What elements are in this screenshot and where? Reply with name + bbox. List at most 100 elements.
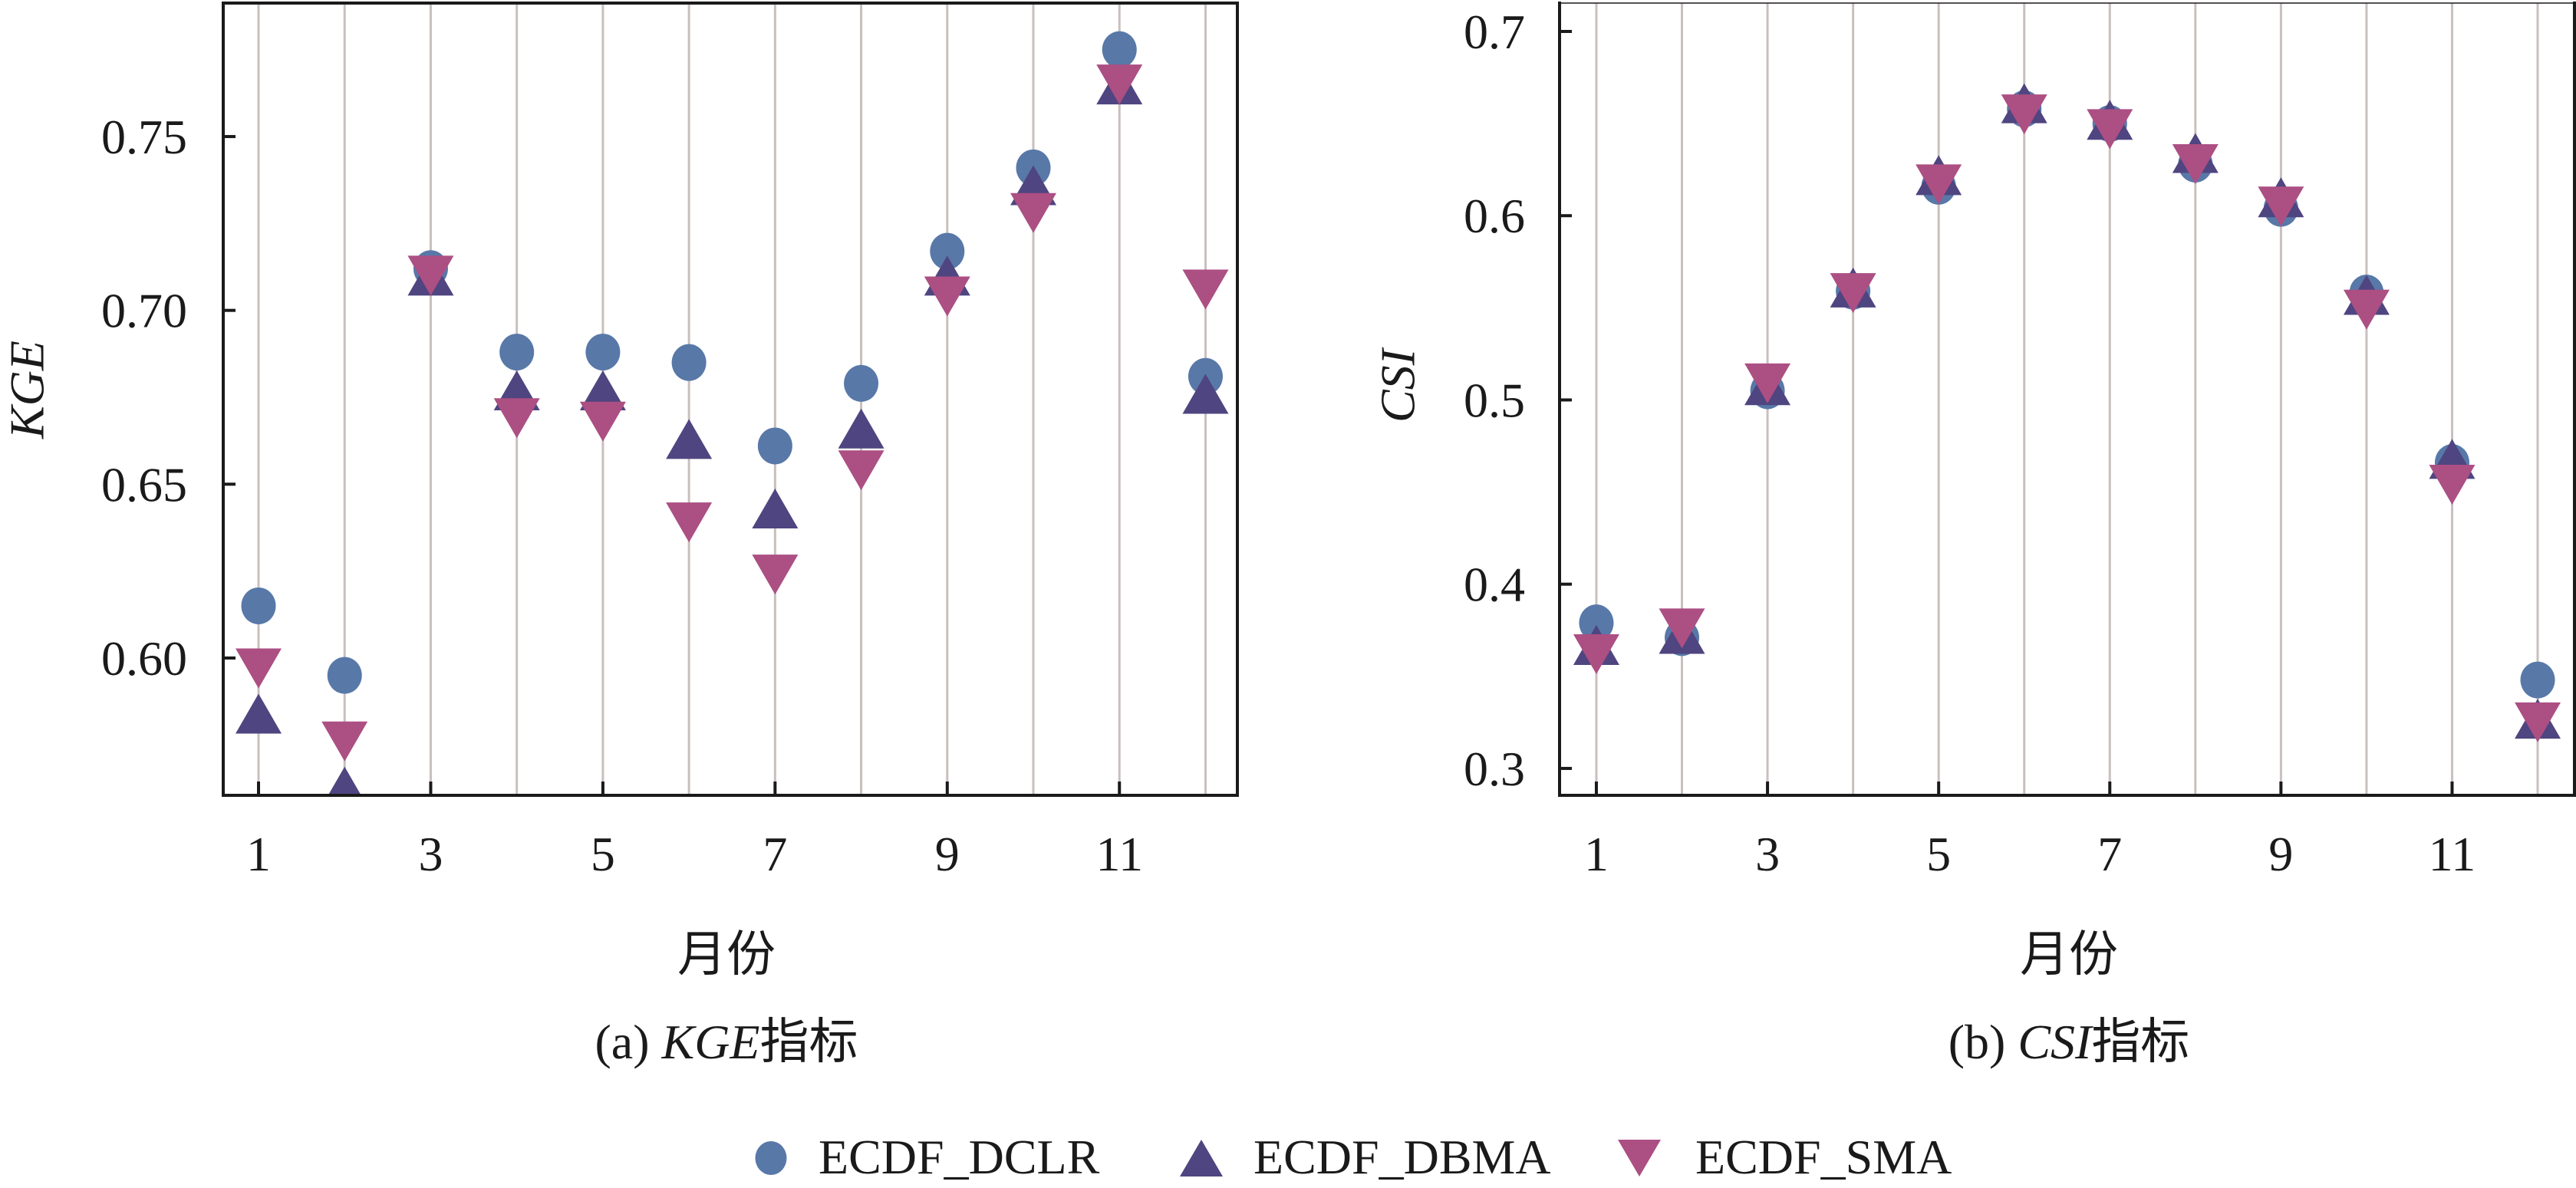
caption-prefix: (b): [1948, 1015, 2018, 1069]
data-point-ecdf-sma: [2001, 94, 2047, 135]
data-point-ecdf-sma: [752, 555, 799, 595]
axes-frame: [1558, 2, 2576, 797]
data-point-ecdf-sma: [2343, 289, 2390, 330]
legend-marker-triangle-up-icon: [1180, 1140, 1223, 1176]
panel-caption: (b) CSI指标: [1948, 1015, 2190, 1069]
series-ecdf-dbma: [1573, 83, 2561, 739]
gridlines: [257, 3, 1207, 795]
caption-prefix: (a): [595, 1015, 661, 1069]
caption-suffix: 指标: [760, 1015, 858, 1069]
data-point-ecdf-dbma: [236, 693, 282, 734]
x-tick-label: 9: [935, 827, 960, 881]
data-point-ecdf-sma: [2258, 186, 2304, 227]
data-point-ecdf-sma: [1573, 633, 1619, 674]
data-point-ecdf-sma: [838, 450, 884, 491]
y-axis-label: KGE: [0, 341, 54, 439]
data-point-ecdf-dclr: [499, 334, 535, 371]
data-point-ecdf-dclr: [1579, 604, 1614, 642]
x-tick-label: 11: [1095, 827, 1143, 881]
series-ecdf-sma: [1573, 94, 2561, 742]
data-point-ecdf-dclr: [241, 587, 276, 624]
x-axis-label: 月份: [677, 927, 776, 982]
legend-item-ecdf-dclr: ECDF_DCLR: [755, 1130, 1100, 1184]
x-axis-label: 月份: [2020, 927, 2118, 982]
x-tick-label: 5: [591, 827, 615, 881]
y-tick-label: 0.75: [101, 110, 187, 164]
data-point-ecdf-dbma: [666, 419, 713, 459]
data-points: [1573, 83, 2561, 742]
gridlines: [1595, 3, 2539, 795]
legend-item-ecdf-dbma: ECDF_DBMA: [1180, 1130, 1551, 1184]
x-tick-label: 1: [1584, 827, 1609, 881]
data-points: [236, 31, 1229, 795]
data-point-ecdf-dbma: [328, 766, 361, 795]
axes-frame: [222, 2, 1239, 797]
data-point-ecdf-sma: [2172, 143, 2219, 184]
y-tick-label: 0.60: [101, 631, 187, 686]
series-ecdf-dclr: [1579, 90, 2555, 699]
y-tick-label: 0.7: [1464, 5, 1525, 59]
data-point-ecdf-sma: [1744, 363, 1791, 403]
data-point-ecdf-sma: [666, 502, 713, 543]
data-point-ecdf-dclr: [2520, 661, 2555, 699]
data-point-ecdf-dbma: [1182, 374, 1229, 414]
data-point-ecdf-sma: [1010, 193, 1057, 233]
data-point-ecdf-sma: [1096, 64, 1143, 105]
legend-marker-triangle-down-icon: [1618, 1140, 1661, 1176]
y-tick-label: 0.70: [101, 284, 187, 338]
y-axis-label: CSI: [1371, 347, 1425, 423]
x-tick-label: 1: [246, 827, 271, 881]
x-tick-label: 3: [418, 827, 443, 881]
caption-suffix: 指标: [2091, 1015, 2189, 1069]
data-point-ecdf-sma: [1659, 608, 1705, 649]
data-point-ecdf-dbma: [838, 408, 884, 449]
data-point-ecdf-dclr: [671, 344, 707, 381]
y-tick-label: 0.5: [1464, 373, 1525, 427]
series-ecdf-dbma: [236, 64, 1229, 795]
data-point-ecdf-dclr: [757, 427, 792, 465]
data-point-ecdf-sma: [1182, 269, 1229, 310]
x-tick-label: 7: [763, 827, 787, 881]
data-point-ecdf-dclr: [844, 364, 879, 402]
x-tick-label: 11: [2429, 827, 2476, 881]
panel-caption: (a) KGE指标: [595, 1015, 858, 1069]
data-point-ecdf-dclr: [930, 232, 965, 270]
y-tick-label: 0.4: [1464, 558, 1525, 612]
x-tick-label: 7: [2097, 827, 2122, 881]
data-point-ecdf-sma: [579, 401, 626, 442]
data-point-ecdf-sma: [2429, 464, 2476, 505]
x-tick-label: 3: [1755, 827, 1780, 881]
caption-metric: KGE: [661, 1015, 760, 1069]
x-tick-label: 9: [2268, 827, 2293, 881]
legend-label: ECDF_DBMA: [1253, 1130, 1551, 1184]
data-point-ecdf-sma: [2087, 109, 2133, 150]
data-point-ecdf-dclr: [585, 334, 621, 371]
data-point-ecdf-dbma: [579, 370, 626, 410]
y-tick-label: 0.3: [1464, 742, 1525, 796]
data-point-ecdf-sma: [321, 721, 368, 762]
legend-item-ecdf-sma: ECDF_SMA: [1618, 1130, 1952, 1184]
data-point-ecdf-sma: [2515, 702, 2561, 742]
data-point-ecdf-sma: [924, 276, 970, 317]
legend-label: ECDF_DCLR: [819, 1130, 1100, 1184]
series-ecdf-sma: [236, 64, 1229, 762]
legend: ECDF_DCLR ECDF_DBMA ECDF_SMA: [755, 1130, 1952, 1184]
data-point-ecdf-sma: [407, 255, 454, 296]
data-point-ecdf-dbma: [752, 489, 799, 529]
data-point-ecdf-sma: [493, 398, 540, 439]
data-point-ecdf-dclr: [1102, 31, 1137, 68]
data-point-ecdf-sma: [236, 648, 282, 689]
y-tick-label: 0.6: [1464, 189, 1525, 243]
data-point-ecdf-sma: [1916, 164, 1962, 205]
legend-label: ECDF_SMA: [1695, 1130, 1952, 1184]
data-point-ecdf-sma: [1830, 273, 1876, 314]
series-ecdf-dclr: [241, 31, 1223, 694]
y-tick-label: 0.65: [101, 457, 187, 512]
data-point-ecdf-dclr: [327, 657, 362, 694]
caption-metric: CSI: [2018, 1015, 2093, 1069]
x-tick-label: 5: [1926, 827, 1951, 881]
legend-marker-circle-icon: [755, 1141, 787, 1175]
